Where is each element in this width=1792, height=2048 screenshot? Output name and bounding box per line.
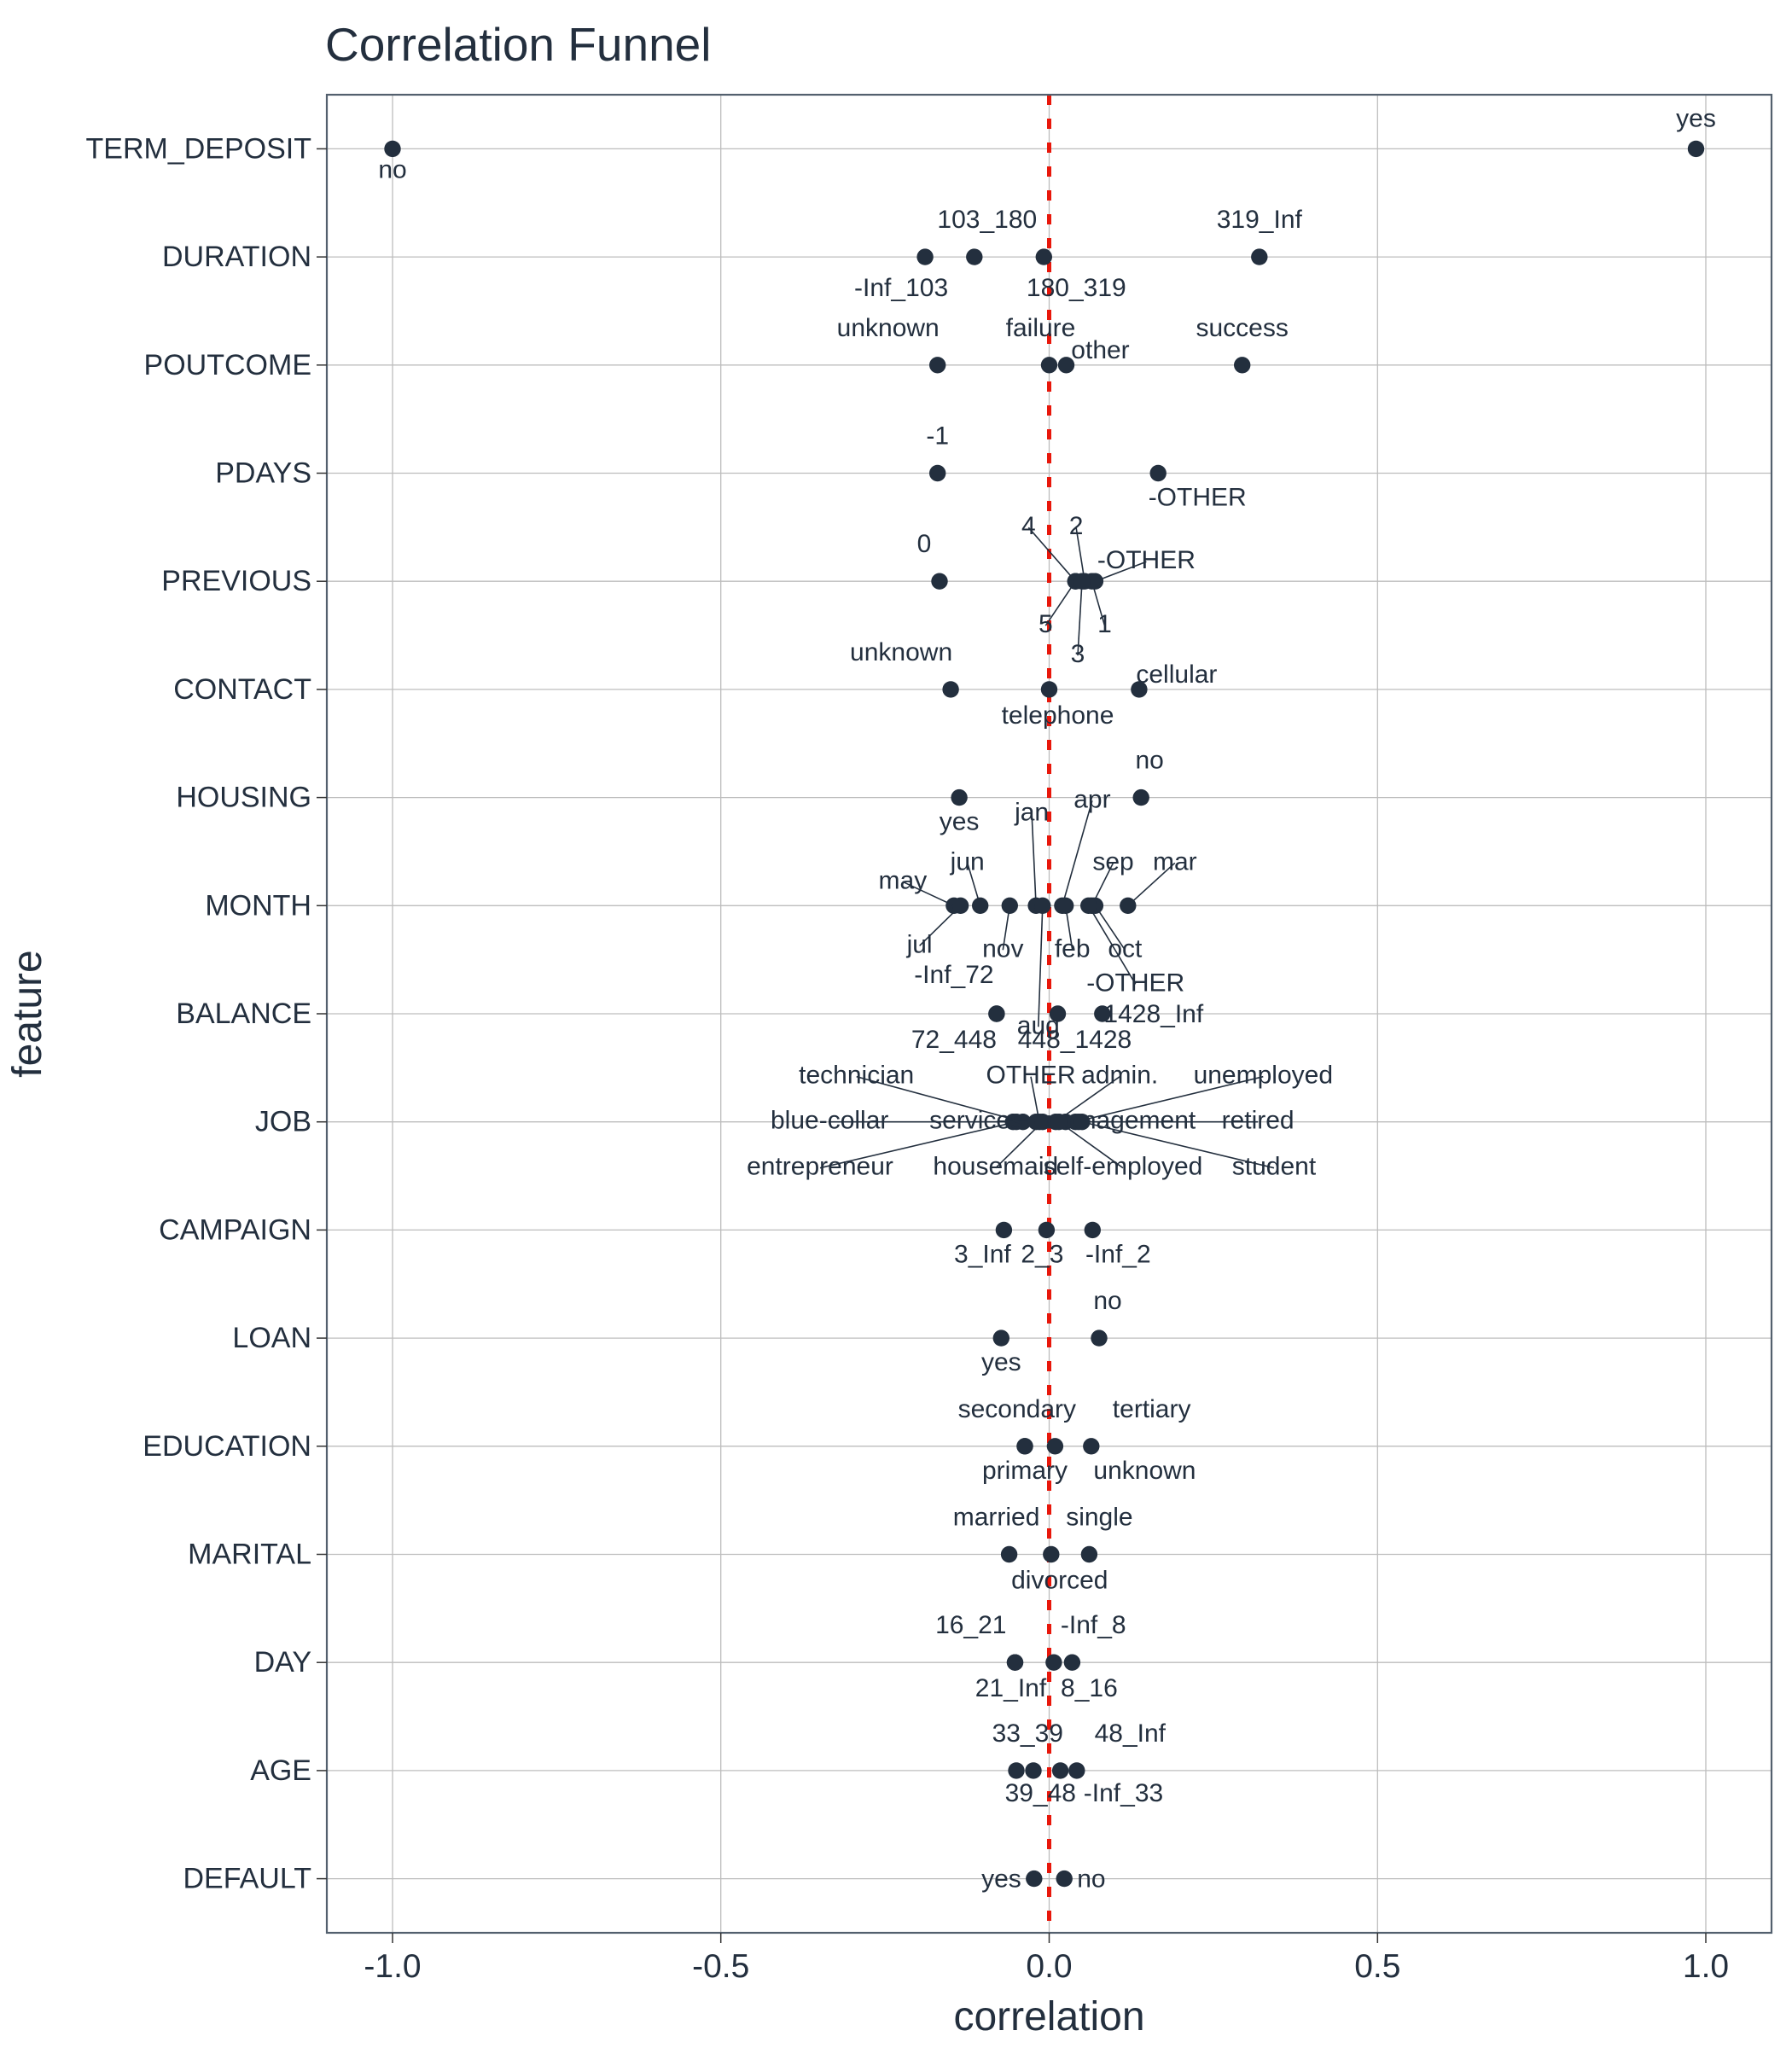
svg-text:JOB: JOB bbox=[255, 1106, 311, 1138]
svg-text:divorced: divorced bbox=[1011, 1567, 1108, 1595]
svg-text:-0.5: -0.5 bbox=[692, 1948, 749, 1985]
svg-text:3_Inf: 3_Inf bbox=[954, 1240, 1011, 1268]
svg-text:33_39: 33_39 bbox=[992, 1719, 1063, 1748]
svg-text:technician: technician bbox=[799, 1062, 914, 1090]
svg-text:no: no bbox=[378, 155, 406, 183]
svg-text:21_Inf: 21_Inf bbox=[975, 1674, 1047, 1702]
svg-text:MONTH: MONTH bbox=[205, 889, 311, 922]
svg-text:nov: nov bbox=[982, 934, 1023, 963]
svg-text:MARITAL: MARITAL bbox=[188, 1539, 311, 1571]
svg-text:5: 5 bbox=[1039, 610, 1053, 638]
svg-text:unknown: unknown bbox=[837, 314, 940, 342]
svg-text:Correlation Funnel: Correlation Funnel bbox=[325, 18, 711, 71]
svg-text:oct: oct bbox=[1108, 934, 1143, 963]
svg-text:48_Inf: 48_Inf bbox=[1095, 1719, 1167, 1748]
svg-text:LOAN: LOAN bbox=[232, 1322, 311, 1354]
svg-text:retired: retired bbox=[1222, 1107, 1295, 1135]
svg-text:housemaid: housemaid bbox=[933, 1153, 1058, 1181]
svg-text:other: other bbox=[1071, 336, 1129, 364]
svg-text:correlation: correlation bbox=[953, 1994, 1144, 2039]
svg-text:-Inf_72: -Inf_72 bbox=[914, 961, 993, 989]
svg-text:-Inf_8: -Inf_8 bbox=[1061, 1611, 1126, 1639]
svg-text:-Inf_103: -Inf_103 bbox=[854, 274, 948, 302]
svg-text:yes: yes bbox=[981, 1865, 1021, 1894]
svg-text:DURATION: DURATION bbox=[162, 241, 311, 273]
svg-text:16_21: 16_21 bbox=[935, 1611, 1006, 1639]
svg-text:39_48: 39_48 bbox=[1005, 1779, 1076, 1807]
svg-text:entrepreneur: entrepreneur bbox=[747, 1153, 893, 1181]
svg-text:jan: jan bbox=[1014, 798, 1049, 826]
svg-text:no: no bbox=[1093, 1287, 1121, 1315]
svg-text:feature: feature bbox=[5, 950, 50, 1077]
svg-text:services: services bbox=[929, 1107, 1023, 1135]
svg-text:feb: feb bbox=[1055, 934, 1091, 963]
svg-text:-OTHER: -OTHER bbox=[1149, 484, 1247, 512]
svg-text:primary: primary bbox=[982, 1457, 1068, 1485]
svg-text:yes: yes bbox=[1676, 104, 1716, 132]
svg-text:student: student bbox=[1232, 1153, 1317, 1181]
svg-text:blue-collar: blue-collar bbox=[771, 1107, 888, 1135]
svg-text:-1: -1 bbox=[926, 422, 949, 451]
svg-text:3: 3 bbox=[1071, 640, 1085, 668]
svg-text:sep: sep bbox=[1092, 847, 1133, 876]
svg-text:admin.: admin. bbox=[1081, 1062, 1158, 1090]
svg-text:married: married bbox=[953, 1504, 1040, 1532]
svg-text:72_448: 72_448 bbox=[911, 1026, 997, 1054]
svg-text:may: may bbox=[879, 866, 928, 894]
svg-text:-Inf_2: -Inf_2 bbox=[1085, 1240, 1151, 1268]
svg-text:4: 4 bbox=[1021, 512, 1036, 540]
svg-text:no: no bbox=[1077, 1865, 1105, 1894]
svg-text:-OTHER: -OTHER bbox=[1086, 969, 1184, 997]
svg-text:jun: jun bbox=[950, 847, 985, 876]
svg-text:DEFAULT: DEFAULT bbox=[183, 1863, 311, 1895]
svg-text:unknown: unknown bbox=[1093, 1457, 1196, 1485]
svg-text:1.0: 1.0 bbox=[1683, 1948, 1729, 1985]
svg-text:cellular: cellular bbox=[1136, 660, 1217, 689]
svg-text:2: 2 bbox=[1069, 512, 1084, 540]
svg-text:1: 1 bbox=[1097, 610, 1112, 638]
svg-text:-1.0: -1.0 bbox=[364, 1948, 421, 1985]
svg-text:AGE: AGE bbox=[250, 1754, 311, 1787]
svg-text:unemployed: unemployed bbox=[1194, 1062, 1333, 1090]
svg-text:tertiary: tertiary bbox=[1113, 1395, 1191, 1423]
svg-text:DAY: DAY bbox=[254, 1646, 311, 1679]
svg-text:POUTCOME: POUTCOME bbox=[144, 349, 311, 381]
svg-text:-Inf_33: -Inf_33 bbox=[1084, 1779, 1163, 1807]
svg-text:0: 0 bbox=[917, 530, 932, 558]
svg-text:1428_Inf: 1428_Inf bbox=[1103, 1000, 1203, 1028]
svg-text:CAMPAIGN: CAMPAIGN bbox=[159, 1213, 311, 1246]
svg-text:-OTHER: -OTHER bbox=[1097, 546, 1196, 574]
svg-text:yes: yes bbox=[981, 1348, 1021, 1376]
svg-text:telephone: telephone bbox=[1002, 701, 1114, 730]
svg-text:2_3: 2_3 bbox=[1021, 1240, 1063, 1268]
svg-text:PDAYS: PDAYS bbox=[215, 457, 311, 490]
svg-text:unknown: unknown bbox=[850, 638, 952, 666]
svg-text:yes: yes bbox=[940, 808, 980, 836]
svg-text:0.5: 0.5 bbox=[1354, 1948, 1400, 1985]
svg-text:success: success bbox=[1196, 314, 1289, 342]
svg-text:CONTACT: CONTACT bbox=[173, 673, 311, 706]
svg-text:mar: mar bbox=[1153, 847, 1197, 876]
svg-text:103_180: 103_180 bbox=[937, 206, 1037, 234]
svg-text:0.0: 0.0 bbox=[1026, 1948, 1072, 1985]
svg-text:8_16: 8_16 bbox=[1061, 1674, 1118, 1702]
svg-text:BALANCE: BALANCE bbox=[176, 998, 311, 1030]
svg-text:jul: jul bbox=[906, 930, 933, 958]
svg-text:secondary: secondary bbox=[958, 1395, 1076, 1423]
svg-text:no: no bbox=[1136, 747, 1164, 775]
svg-text:failure: failure bbox=[1006, 314, 1076, 342]
svg-text:apr: apr bbox=[1073, 785, 1110, 813]
svg-text:HOUSING: HOUSING bbox=[176, 782, 311, 814]
svg-text:TERM_DEPOSIT: TERM_DEPOSIT bbox=[86, 132, 311, 165]
svg-text:self-employed: self-employed bbox=[1044, 1153, 1203, 1181]
svg-text:319_Inf: 319_Inf bbox=[1217, 206, 1303, 234]
svg-text:OTHER: OTHER bbox=[986, 1062, 1076, 1090]
svg-text:PREVIOUS: PREVIOUS bbox=[161, 565, 311, 597]
svg-text:EDUCATION: EDUCATION bbox=[143, 1430, 311, 1463]
svg-text:single: single bbox=[1066, 1504, 1132, 1532]
svg-text:180_319: 180_319 bbox=[1027, 274, 1126, 302]
svg-text:448_1428: 448_1428 bbox=[1018, 1026, 1132, 1054]
